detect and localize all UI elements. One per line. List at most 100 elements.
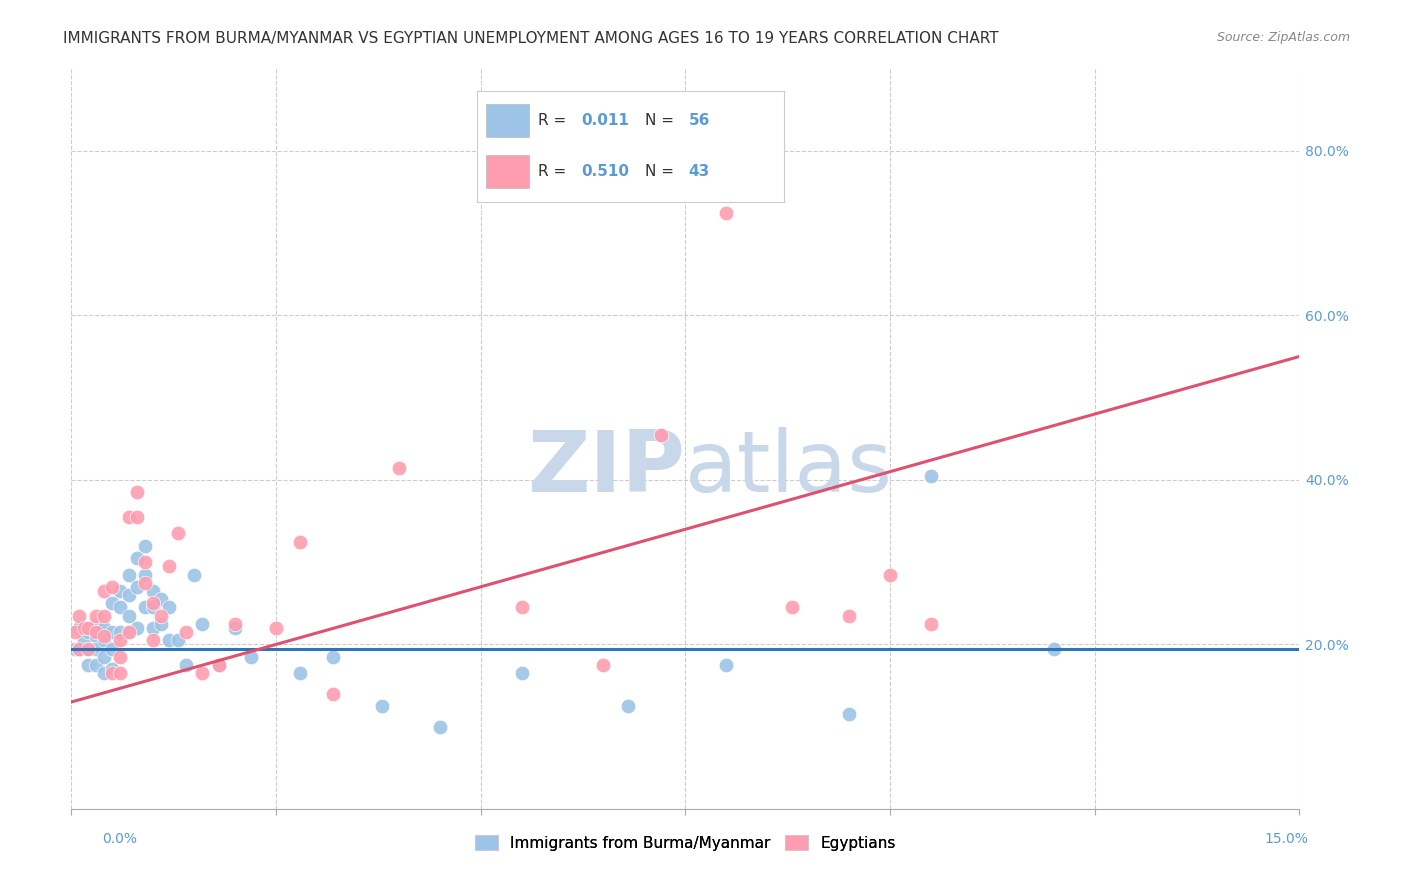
- Point: [125, 580, 148, 594]
- Point: [67, 608, 90, 623]
- Point: [67, 621, 90, 635]
- Point: [101, 580, 124, 594]
- Point: [838, 608, 860, 623]
- Point: [150, 608, 173, 623]
- Point: [117, 567, 139, 582]
- Point: [159, 600, 181, 615]
- Point: [101, 641, 124, 656]
- Point: [76, 621, 98, 635]
- Point: [183, 567, 205, 582]
- Point: [159, 559, 181, 574]
- Point: [388, 460, 411, 475]
- Point: [510, 666, 533, 681]
- Point: [150, 592, 173, 607]
- Point: [125, 510, 148, 524]
- Point: [592, 658, 614, 673]
- Text: 0.0%: 0.0%: [103, 832, 136, 846]
- Point: [84, 629, 107, 643]
- Point: [76, 641, 98, 656]
- Point: [67, 641, 90, 656]
- Point: [650, 427, 672, 442]
- Point: [76, 641, 98, 656]
- Point: [838, 707, 860, 722]
- Point: [166, 526, 188, 541]
- Text: atlas: atlas: [685, 427, 893, 510]
- Point: [920, 468, 942, 483]
- Point: [159, 633, 181, 648]
- Point: [93, 629, 115, 643]
- Point: [101, 596, 124, 610]
- Point: [125, 621, 148, 635]
- Point: [134, 555, 156, 569]
- Point: [617, 699, 640, 714]
- Legend: Immigrants from Burma/Myanmar, Egyptians: Immigrants from Burma/Myanmar, Egyptians: [468, 829, 903, 857]
- Point: [264, 621, 287, 635]
- Point: [93, 649, 115, 664]
- Point: [142, 596, 165, 610]
- Text: 15.0%: 15.0%: [1264, 832, 1309, 846]
- Point: [371, 699, 394, 714]
- Point: [207, 658, 229, 673]
- Point: [510, 600, 533, 615]
- Point: [174, 658, 197, 673]
- Point: [166, 633, 188, 648]
- Point: [65, 641, 87, 656]
- Point: [110, 625, 132, 640]
- Point: [93, 666, 115, 681]
- Point: [84, 616, 107, 631]
- Point: [84, 658, 107, 673]
- Point: [134, 539, 156, 553]
- Point: [72, 621, 94, 635]
- Text: Source: ZipAtlas.com: Source: ZipAtlas.com: [1216, 31, 1350, 45]
- Point: [72, 633, 94, 648]
- Point: [191, 666, 214, 681]
- Point: [93, 584, 115, 599]
- Point: [93, 633, 115, 648]
- Point: [117, 608, 139, 623]
- Point: [76, 658, 98, 673]
- Point: [76, 625, 98, 640]
- Point: [101, 662, 124, 676]
- Point: [224, 621, 246, 635]
- Point: [117, 625, 139, 640]
- Point: [65, 625, 87, 640]
- Point: [322, 687, 344, 701]
- Point: [322, 649, 344, 664]
- Text: ZIP: ZIP: [527, 427, 685, 510]
- Point: [84, 641, 107, 656]
- Point: [93, 621, 115, 635]
- Point: [240, 649, 263, 664]
- Point: [101, 625, 124, 640]
- Point: [117, 510, 139, 524]
- Point: [150, 616, 173, 631]
- Point: [920, 616, 942, 631]
- Point: [142, 584, 165, 599]
- Point: [117, 588, 139, 602]
- Point: [716, 658, 738, 673]
- Point: [84, 608, 107, 623]
- Point: [716, 205, 738, 219]
- Point: [134, 600, 156, 615]
- Point: [125, 485, 148, 500]
- Point: [429, 720, 451, 734]
- Point: [879, 567, 901, 582]
- Point: [290, 534, 312, 549]
- Point: [191, 616, 214, 631]
- Point: [67, 641, 90, 656]
- Point: [207, 658, 229, 673]
- Point: [117, 625, 139, 640]
- Point: [142, 633, 165, 648]
- Point: [84, 625, 107, 640]
- Point: [142, 600, 165, 615]
- Point: [174, 625, 197, 640]
- Point: [224, 616, 246, 631]
- Point: [93, 608, 115, 623]
- Point: [134, 575, 156, 590]
- Text: IMMIGRANTS FROM BURMA/MYANMAR VS EGYPTIAN UNEMPLOYMENT AMONG AGES 16 TO 19 YEARS: IMMIGRANTS FROM BURMA/MYANMAR VS EGYPTIA…: [63, 31, 998, 46]
- Point: [134, 567, 156, 582]
- Point: [780, 600, 803, 615]
- Point: [101, 666, 124, 681]
- Point: [110, 600, 132, 615]
- Point: [125, 551, 148, 566]
- Point: [110, 584, 132, 599]
